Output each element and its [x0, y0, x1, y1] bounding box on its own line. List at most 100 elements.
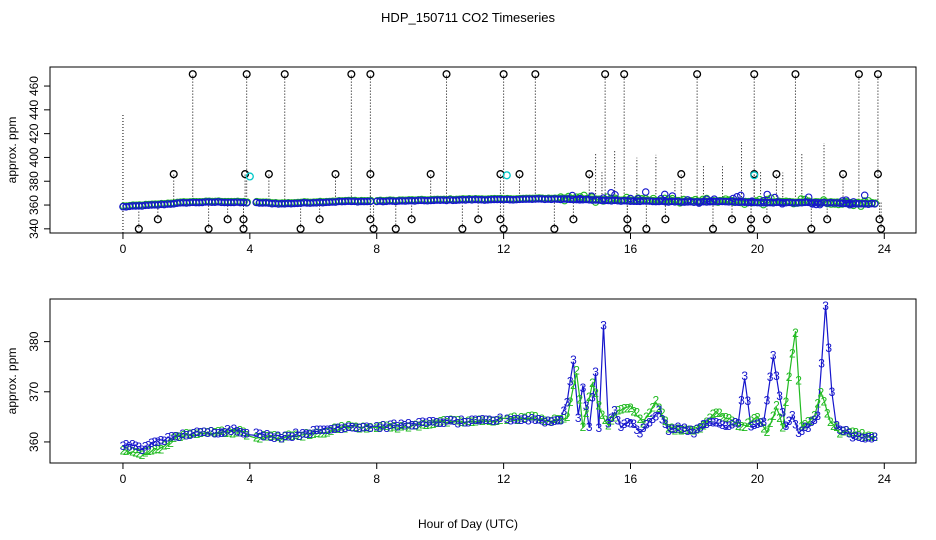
series-3-marker: 3: [779, 406, 786, 420]
series-2-marker: 2: [789, 347, 796, 361]
series-2-marker: 2: [675, 422, 682, 436]
series-2-marker: 2: [306, 428, 313, 442]
outlier-point-cyan: [750, 171, 759, 180]
series-3-marker: 3: [444, 413, 451, 427]
series-2-marker: 2: [383, 419, 390, 433]
series-2-marker: 2: [745, 416, 752, 430]
series-3-marker: 3: [447, 414, 454, 428]
chart-title: HDP_150711 CO2 Timeseries: [381, 10, 555, 25]
series-3-marker: 3: [360, 420, 367, 434]
series-2-marker: 2: [360, 420, 367, 434]
cluster-point-blue: [710, 195, 719, 203]
series-3-marker: 3: [805, 421, 812, 435]
series-2-marker: 2: [440, 413, 447, 427]
cluster-point-blue: [568, 191, 577, 200]
series-2-marker: 2: [240, 425, 247, 439]
series-2-marker: 2: [194, 427, 201, 441]
series-2-marker: 2: [824, 407, 831, 421]
series-2-marker: 2: [380, 418, 387, 432]
series-3-marker: 3: [462, 415, 469, 429]
series-3-marker: 3: [161, 434, 168, 448]
series-3-marker: 3: [338, 422, 345, 436]
x-tick-label: 20: [751, 472, 765, 486]
series-3-marker: 3: [646, 415, 653, 429]
series-3-marker: 3: [521, 412, 528, 426]
x-tick-label: 8: [373, 472, 380, 486]
series-2-marker: 2: [751, 411, 758, 425]
series-2-marker: 2: [783, 395, 790, 409]
series-3-marker: 3: [792, 418, 799, 432]
series-2-marker: 2: [754, 411, 761, 425]
series-3-marker: 3: [725, 419, 732, 433]
series-3-marker: 3: [394, 419, 401, 433]
series-2-marker: 2: [253, 431, 260, 445]
series-2-marker: 2: [798, 420, 805, 434]
series-2-marker: 2: [180, 429, 187, 443]
outlier-point-black: [134, 224, 143, 233]
series-3-marker: 3: [551, 414, 558, 428]
series-2-marker: 2: [627, 401, 634, 415]
outlier-point-black: [531, 70, 540, 79]
series-3-marker: 3: [433, 415, 440, 429]
series-2-marker: 2: [419, 418, 426, 432]
series-3-marker: 3: [840, 424, 847, 438]
series-3-marker: 3: [440, 416, 447, 430]
outlier-point-black: [569, 215, 578, 224]
outlier-point-black: [474, 215, 483, 224]
series-2-marker: 2: [528, 409, 535, 423]
series-3-marker: 3: [595, 421, 602, 435]
series-3-marker: 3: [640, 421, 647, 435]
series-2-marker: 2: [802, 417, 809, 431]
series-2-marker: 2: [846, 426, 853, 440]
series-2-marker: 2: [764, 425, 771, 439]
series-3-marker: 3: [377, 421, 384, 435]
series-3-marker: 3: [292, 426, 299, 440]
series-3-marker: 3: [135, 440, 142, 454]
series-2-marker: 2: [155, 442, 162, 456]
series-3-marker: 3: [684, 424, 691, 438]
series-2-marker: 2: [672, 423, 679, 437]
outlier-point-black: [854, 70, 863, 79]
x-tick-label: 24: [878, 472, 892, 486]
y-tick-label: 420: [27, 123, 41, 143]
top-y-axis: 340 360 380 400 420 440 460: [27, 76, 50, 239]
series-2-marker: 2: [296, 429, 303, 443]
series-3-marker: 3: [814, 409, 821, 423]
outlier-point-black: [241, 170, 250, 179]
series-3-marker: 3: [580, 381, 587, 395]
outlier-point-cyan: [502, 171, 511, 180]
y-tick-label: 360: [27, 432, 41, 452]
outlier-point-black: [331, 170, 340, 179]
cluster-point-blue: [737, 191, 745, 200]
series-2-marker: 2: [142, 446, 149, 460]
series-2-marker: 2: [576, 393, 583, 407]
series-3-marker: 3: [852, 429, 859, 443]
series-2-marker: 2: [197, 426, 204, 440]
series-3-marker: 3: [822, 299, 829, 313]
series-2-marker: 2: [132, 446, 139, 460]
series-3-marker: 3: [139, 443, 146, 457]
series-2-marker: 2: [167, 436, 174, 450]
series-3-marker: 3: [194, 425, 201, 439]
series-2-marker: 2: [656, 401, 663, 415]
cluster-point-blue: [668, 192, 677, 200]
y-tick-label: 460: [27, 76, 41, 96]
series-3-marker: 3: [760, 415, 767, 429]
outlier-point-black: [746, 215, 756, 224]
series-3-marker: 3: [271, 431, 278, 445]
series-2-marker: 2: [398, 420, 405, 434]
series-2-marker: 2: [564, 410, 571, 424]
top-x-axis: 0 4 8 12 16 20 24: [120, 233, 891, 256]
series-3-marker: 3: [798, 424, 805, 438]
series-3-marker: 3: [132, 439, 139, 453]
series-3-marker: 3: [542, 415, 549, 429]
series-3-marker: 3: [282, 429, 289, 443]
series-3-marker: 3: [285, 429, 292, 443]
series-3-marker: 3: [405, 416, 412, 430]
outlier-point-black: [873, 170, 882, 179]
series-2-marker: 2: [583, 406, 590, 420]
series-2-marker: 2: [706, 411, 713, 425]
cluster-point-blue: [759, 196, 768, 205]
series-3-marker: 3: [409, 418, 416, 432]
series-2-marker: 2: [218, 424, 225, 438]
